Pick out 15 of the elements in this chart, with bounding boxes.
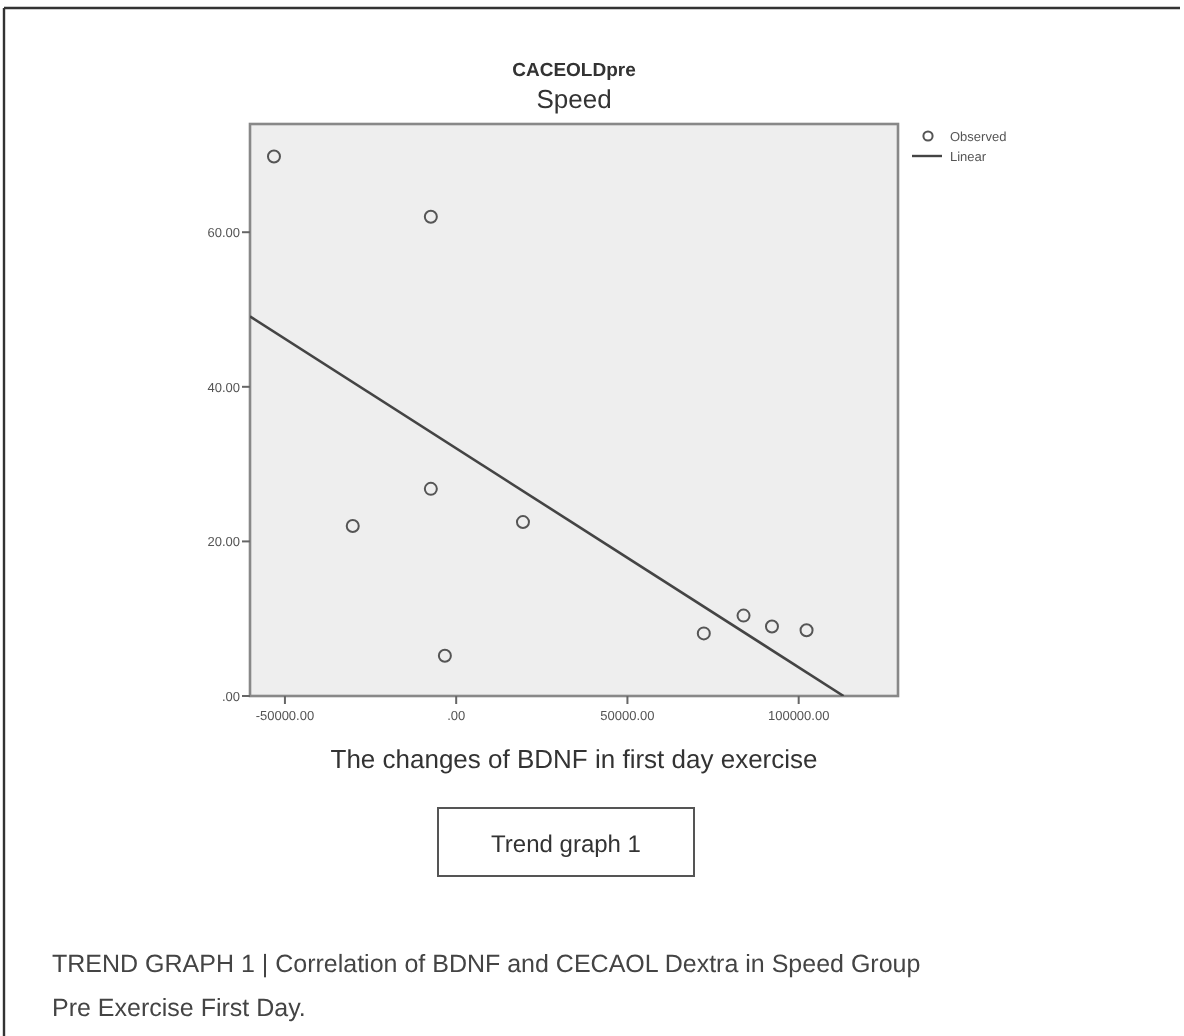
chart-title: CACEOLDpre <box>512 60 636 82</box>
text: Trend graph 1 <box>491 830 642 858</box>
point <box>266 149 281 164</box>
point <box>515 515 530 530</box>
text: TREND GRAPH 1 | Correlation of BDNF and CECAOL Dextra in Speed Group Pre Exercise First Day. <box>52 950 921 1022</box>
point <box>437 648 452 663</box>
point <box>423 209 438 224</box>
point <box>696 626 711 641</box>
point <box>799 623 814 638</box>
point <box>764 619 779 634</box>
point <box>736 608 751 623</box>
point <box>345 518 360 533</box>
point <box>423 481 438 496</box>
x-axis-title: The changes of BDNF in first day exercise <box>330 744 818 774</box>
chart-subtitle: Speed <box>536 84 612 114</box>
